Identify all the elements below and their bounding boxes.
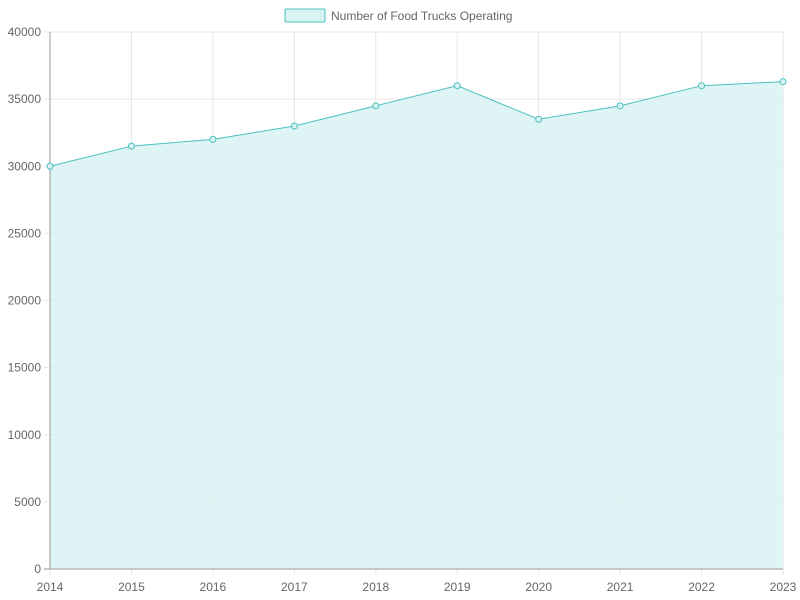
data-point[interactable]: [779, 78, 787, 86]
axes: [44, 32, 783, 570]
data-point[interactable]: [616, 102, 624, 110]
x-tick-label: 2014: [37, 580, 64, 594]
data-point[interactable]: [209, 135, 217, 143]
y-tick-label: 20000: [8, 294, 42, 308]
x-tick-label: 2019: [444, 580, 471, 594]
x-tick-label: 2022: [688, 580, 715, 594]
y-tick-label: 0: [34, 562, 41, 576]
data-point[interactable]: [698, 82, 706, 90]
data-point[interactable]: [453, 82, 461, 90]
y-tick-label: 40000: [8, 25, 42, 39]
legend-swatch[interactable]: [284, 8, 326, 23]
data-point[interactable]: [127, 142, 135, 150]
series-area-fill: [50, 81, 783, 570]
series-points: [46, 78, 787, 170]
data-point[interactable]: [372, 102, 380, 110]
y-tick-label: 15000: [8, 361, 42, 375]
y-tick-label: 5000: [14, 495, 41, 509]
x-tick-label: 2020: [525, 580, 552, 594]
x-tick-label: 2015: [118, 580, 145, 594]
y-tick-label: 25000: [8, 226, 42, 240]
y-tick-label: 30000: [8, 159, 42, 173]
y-tick-label: 35000: [8, 92, 42, 106]
data-point[interactable]: [290, 122, 298, 130]
y-tick-label: 10000: [8, 428, 42, 442]
series-line: [49, 81, 784, 167]
x-tick-label: 2018: [362, 580, 389, 594]
x-tick-label: 2021: [607, 580, 634, 594]
x-tick-label: 2017: [281, 580, 308, 594]
x-axis-ticks: 2014 2015 2016 2017 2018 2019 2020 2021 2022 2023: [37, 580, 797, 594]
y-axis-ticks: 0 5000 10000 15000 20000 25000 30000 35000 40000: [8, 25, 42, 576]
series-area: [49, 81, 784, 570]
data-point[interactable]: [535, 115, 543, 123]
x-tick-label: 2023: [770, 580, 797, 594]
x-tick-label: 2016: [200, 580, 227, 594]
legend[interactable]: Number of Food Trucks Operating: [284, 8, 512, 23]
data-point[interactable]: [46, 162, 54, 170]
legend-label[interactable]: Number of Food Trucks Operating: [331, 9, 512, 23]
